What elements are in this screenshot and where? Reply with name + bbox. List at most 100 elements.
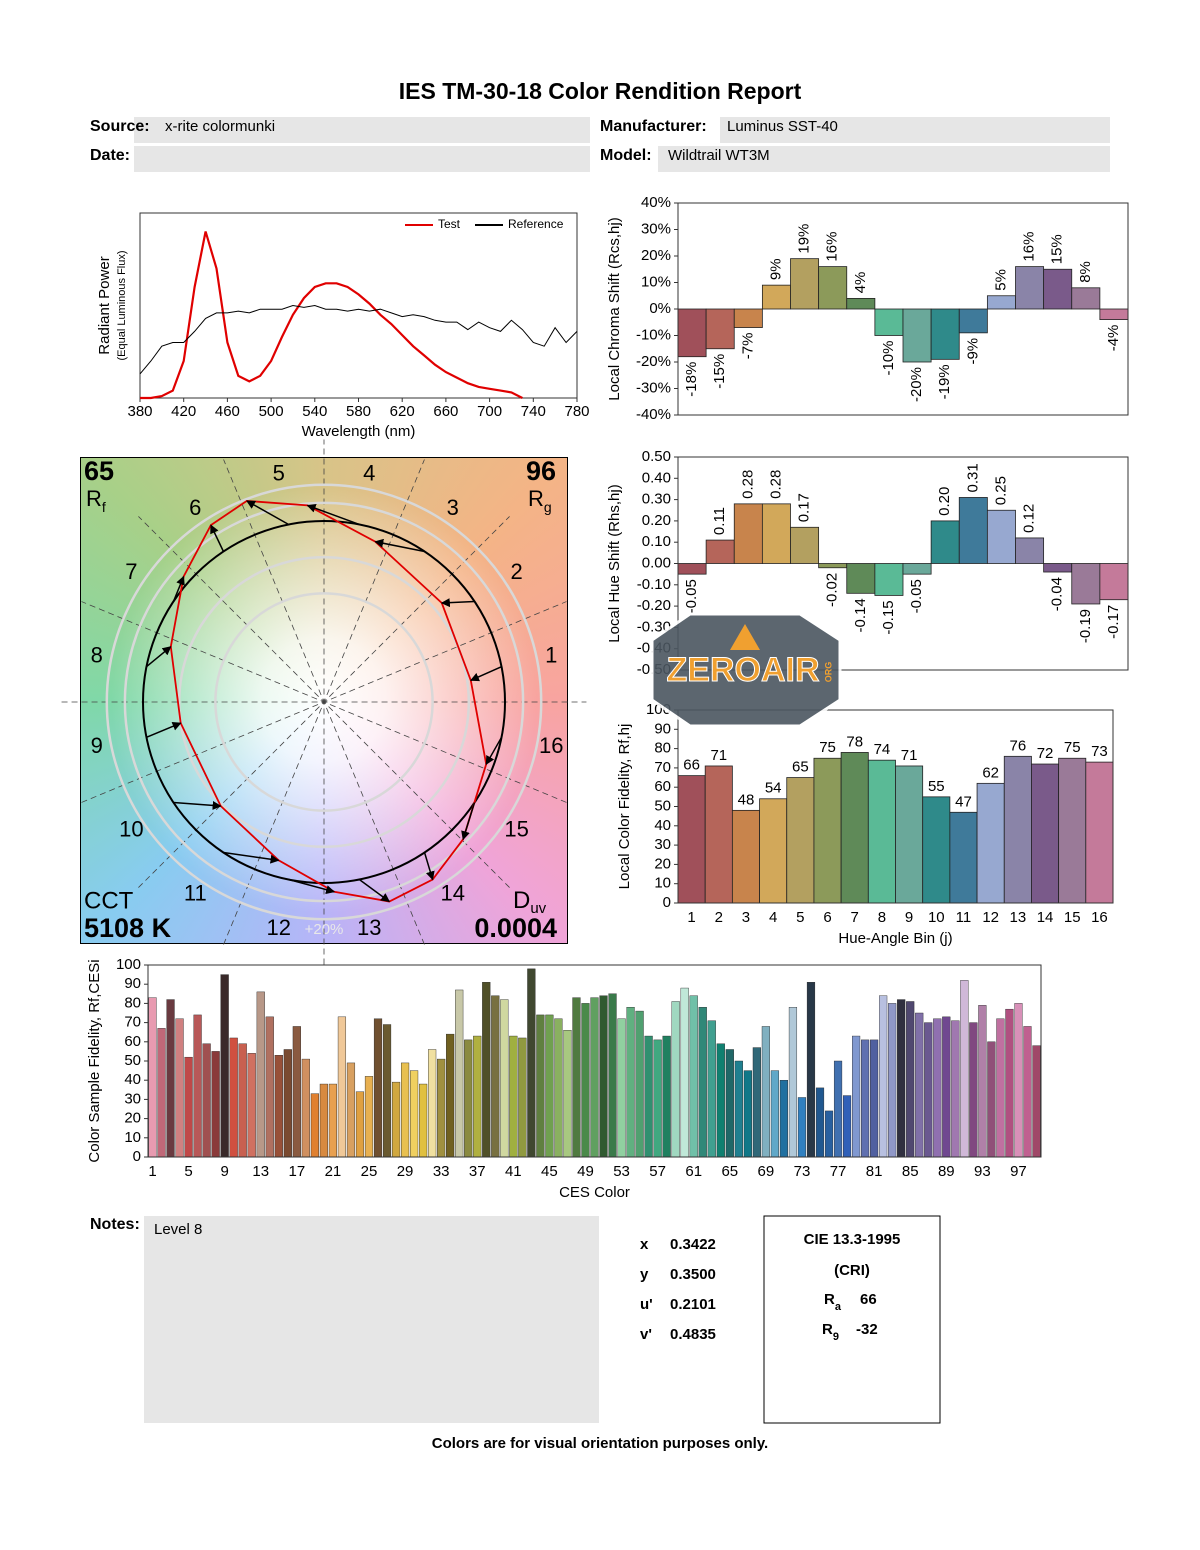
y-tick-label: 50 — [124, 1052, 141, 1069]
bar — [527, 968, 536, 1158]
x-tick-label: 21 — [325, 1163, 342, 1180]
shift-arrow — [246, 500, 290, 526]
x-tick-label: 77 — [830, 1163, 847, 1180]
field-box — [720, 117, 1110, 143]
x-tick-label: 17 — [288, 1163, 305, 1180]
data-label: -0.14 — [852, 598, 869, 632]
bar — [1015, 266, 1045, 310]
reference-ring — [123, 501, 525, 903]
plot-frame — [139, 212, 578, 399]
bar — [473, 1035, 482, 1158]
data-label: -0.02 — [824, 573, 841, 607]
bar — [428, 1049, 437, 1158]
y-tick-label: 0.50 — [642, 448, 671, 465]
bar — [924, 1022, 933, 1158]
y-tick-label: 60 — [124, 1033, 141, 1050]
y-tick-label: 0% — [649, 300, 671, 317]
bar — [1023, 1026, 1032, 1158]
bar — [572, 997, 581, 1158]
rf-value: 65 — [84, 456, 114, 486]
y-tick-label: -30% — [636, 379, 671, 396]
bar — [238, 1043, 247, 1158]
data-label: 65 — [792, 759, 809, 776]
y-tick-label: -20% — [636, 353, 671, 370]
chromaticity-value: 0.4835 — [670, 1326, 716, 1343]
bar — [644, 1035, 653, 1158]
bar — [978, 1005, 987, 1158]
bar — [731, 809, 760, 904]
chromaticity-label: x — [640, 1236, 649, 1253]
bar — [211, 1051, 220, 1158]
bar — [419, 1083, 428, 1158]
cri-title: CIE 13.3-1995 — [804, 1231, 901, 1248]
bar — [818, 266, 848, 310]
y-tick-label: 30% — [641, 220, 671, 237]
x-tick-label: 420 — [171, 403, 196, 420]
y-tick-label: 10 — [654, 875, 671, 892]
bin-label: 7 — [125, 559, 137, 584]
x-tick-label: 57 — [649, 1163, 666, 1180]
reference-ring — [214, 592, 434, 812]
bar — [870, 1039, 879, 1158]
bar — [310, 1093, 319, 1158]
field-label: Manufacturer: — [600, 118, 707, 135]
bar — [874, 308, 904, 336]
bin-label: 5 — [273, 461, 285, 486]
bar — [761, 503, 791, 564]
bar — [391, 1081, 401, 1158]
x-tick-label: 85 — [902, 1163, 919, 1180]
x-tick-label: 13 — [1010, 909, 1027, 926]
data-label: 9% — [767, 258, 784, 280]
bar — [1032, 1045, 1041, 1158]
y-tick-label: 10 — [124, 1129, 141, 1146]
bar — [653, 1039, 662, 1158]
bar — [247, 1053, 256, 1158]
bar — [509, 1035, 518, 1158]
data-label: 0.12 — [1021, 504, 1038, 533]
bar — [373, 1018, 383, 1158]
bar — [1031, 763, 1060, 904]
y-tick-label: 0.20 — [642, 512, 671, 529]
bar — [617, 1018, 626, 1158]
chromaticity-label: u' — [640, 1296, 653, 1313]
x-tick-label: 81 — [866, 1163, 883, 1180]
bar — [897, 999, 906, 1158]
data-label: 19% — [796, 224, 813, 254]
x-axis-label: CES Color — [559, 1184, 630, 1201]
y-axis-label: Local Chroma Shift (Rcs,hj) — [606, 217, 623, 400]
bar — [229, 1037, 238, 1158]
subscript: a — [835, 1301, 842, 1313]
bar — [987, 1041, 996, 1158]
bar — [725, 1049, 734, 1158]
y-tick-label: -0.20 — [637, 597, 671, 614]
bar — [986, 509, 1016, 564]
chromaticity-value: 0.2101 — [670, 1296, 716, 1313]
symbol: R — [822, 1321, 833, 1338]
y-tick-label: 0.10 — [642, 533, 671, 550]
data-label: 71 — [901, 747, 918, 764]
bin-label: 4 — [363, 461, 375, 486]
shift-arrow — [306, 503, 360, 526]
shift-arrow — [172, 575, 185, 602]
bar — [761, 1026, 770, 1158]
y-tick-label: -10% — [636, 326, 671, 343]
symbol: R — [824, 1291, 835, 1308]
bar — [265, 1016, 274, 1158]
bar — [951, 1020, 960, 1158]
data-label: 75 — [1064, 739, 1081, 756]
y-tick-label: 60 — [654, 778, 671, 795]
bar — [410, 1070, 419, 1158]
y-axis-label: Radiant Power — [96, 256, 113, 354]
bin-label: 8 — [91, 643, 103, 668]
shift-arrow — [470, 666, 502, 682]
bar — [274, 1055, 283, 1158]
shift-arrow — [485, 736, 503, 766]
report-title: IES TM-30-18 Color Rendition Report — [399, 78, 802, 104]
bar — [283, 1049, 292, 1158]
data-label: 66 — [683, 757, 700, 774]
cri-subtitle: (CRI) — [834, 1262, 870, 1279]
bar — [292, 1026, 301, 1158]
y-tick-label: 20 — [124, 1110, 141, 1127]
bar — [464, 1039, 473, 1158]
footer-note: Colors are for visual orientation purpos… — [432, 1435, 768, 1452]
